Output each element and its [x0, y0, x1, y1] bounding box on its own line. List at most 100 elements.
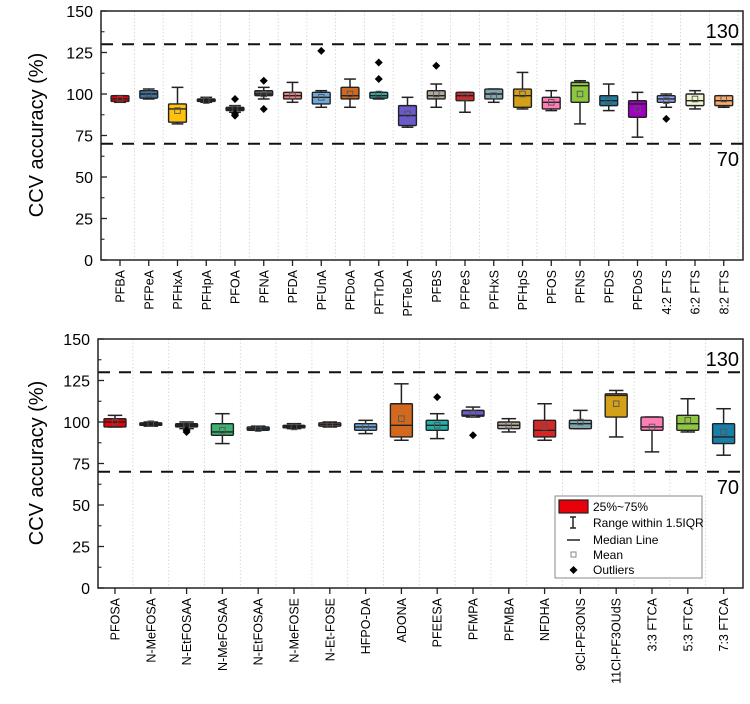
x-tick-label: 4:2 FTS: [660, 270, 674, 314]
top-y-axis-title: CCV accuracy (%): [26, 53, 48, 217]
iqr-box: [455, 91, 475, 102]
mean-marker: [260, 90, 268, 98]
box-11cl-pf3ouds: [604, 389, 628, 438]
reference-label-130: 130: [706, 21, 739, 43]
legend: 25%~75% Range within 1.5IQR Median Line …: [554, 495, 704, 579]
mean-marker: [720, 95, 728, 103]
x-tick-label: PFEESA: [431, 597, 445, 647]
box-pfds: [599, 83, 619, 112]
top-panel: 130 70 0 25 50 75 100 125 150 PFBA PFPeA PFHxA PFH…: [26, 4, 744, 317]
x-tick-label: PFHxA: [171, 269, 185, 309]
mean-marker: [505, 422, 513, 429]
outlier-point: [374, 58, 383, 67]
bottom-x-axis: PFOSA N-MeFOSA N-EtFOSAA N-MeFOSAA N-EtFOSAA…: [109, 588, 731, 684]
bottom-y-axis-title: CCV accuracy (%): [26, 381, 48, 545]
mean-marker: [375, 90, 383, 98]
reference-label-70: 70: [717, 149, 739, 171]
box-pfda: [282, 81, 303, 104]
outlier-point: [259, 76, 268, 85]
mean-marker: [691, 95, 699, 103]
iqr-box: [311, 91, 331, 105]
outlier-point: [432, 61, 441, 70]
y-tick-label: 100: [66, 87, 93, 104]
x-tick-label: HFPO-DA: [359, 597, 373, 654]
x-tick-label: PFBS: [430, 270, 444, 303]
x-tick-label: 8:2 FTS: [717, 270, 731, 314]
x-tick-label: 6:2 FTS: [689, 270, 703, 314]
top-reference-lines: 130 70: [101, 21, 743, 171]
x-tick-label: N-MeFOSA: [144, 597, 158, 662]
legend-label-mean: Mean: [593, 548, 623, 562]
y-tick-label: 150: [63, 332, 90, 349]
iqr-box: [532, 419, 557, 438]
box-pfeesa: [425, 393, 449, 440]
x-tick-label: PFDoA: [344, 269, 358, 310]
x-tick-label: N-EtFOSAA: [252, 597, 266, 665]
mean-marker: [202, 97, 210, 104]
x-tick-label: PFNS: [574, 270, 588, 303]
iqr-box: [640, 416, 664, 431]
iqr-box: [426, 89, 446, 100]
y-tick-label: 75: [72, 457, 90, 474]
y-tick-label: 50: [72, 498, 90, 515]
mean-marker: [720, 428, 727, 436]
box-pfna: [254, 76, 274, 113]
iqr-box: [103, 417, 127, 428]
outlier-point: [182, 427, 191, 436]
box-5-3-ftca: [676, 398, 700, 433]
y-tick-label: 125: [66, 46, 93, 63]
x-tick-label: 7:3 FTCA: [717, 597, 731, 651]
x-tick-label: N-MeFOSAA: [216, 597, 230, 671]
bottom-y-axis: 0 25 50 75 100 125 150: [63, 332, 104, 598]
mean-marker: [346, 90, 354, 98]
x-tick-label: PFTeDA: [401, 269, 415, 316]
mean-marker: [111, 418, 119, 426]
box-pftrda: [369, 58, 389, 100]
box-pfmpa: [461, 406, 485, 440]
mean-marker: [490, 92, 498, 99]
x-tick-label: PFUnA: [315, 269, 329, 310]
iqr-box: [627, 99, 648, 118]
x-tick-label: 9Cl-PF3ONS: [574, 598, 588, 671]
box-3-3-ftca: [640, 416, 664, 453]
legend-mean-square-icon: [570, 551, 577, 558]
legend-box-swatch-icon: [558, 499, 589, 514]
iqr-box: [604, 393, 628, 418]
outlier-point: [662, 114, 671, 123]
bottom-panel: 130 70 0 25 50 75 100 125 150 PFOSA N-MeFOSA N-Et…: [26, 332, 744, 684]
box-pfhxa: [167, 86, 188, 125]
y-tick-label: 125: [63, 374, 90, 391]
mean-marker: [219, 427, 226, 434]
mean-marker: [362, 423, 369, 431]
box-9cl-pf3ons: [568, 409, 593, 430]
mean-marker: [326, 421, 334, 428]
x-tick-label: PFMPA: [467, 597, 481, 640]
mean-marker: [116, 95, 124, 103]
mean-marker: [145, 90, 152, 98]
x-tick-label: ADONA: [395, 597, 409, 642]
mean-marker: [174, 107, 181, 114]
x-tick-label: PFOA: [229, 269, 243, 304]
x-tick-label: PFPeA: [142, 269, 156, 309]
top-x-axis: PFBA PFPeA PFHxA PFHpA PFOA PFNA PFDA PFUnA PFDo…: [114, 260, 731, 317]
box-hfpo-da: [353, 419, 378, 435]
mean-marker: [684, 417, 692, 424]
mean-marker: [404, 110, 411, 118]
outlier-point: [231, 94, 239, 103]
x-tick-label: 11Cl-PF3OUdS: [610, 598, 624, 684]
reference-label-130: 130: [706, 349, 739, 371]
box-adona: [389, 383, 414, 442]
outlier-point: [317, 46, 326, 55]
mean-marker: [634, 105, 641, 113]
box-pfdoa: [340, 78, 360, 109]
x-tick-label: N-Et-FOSE: [323, 598, 337, 661]
box-pfhps: [512, 71, 533, 110]
top-plot-frame: [100, 10, 744, 261]
box-pfos: [541, 89, 561, 112]
bottom-boxes: [103, 383, 736, 456]
mean-marker: [519, 90, 526, 98]
x-tick-label: 3:3 FTCA: [646, 597, 660, 651]
box-7-3-ftca: [711, 407, 736, 456]
iqr-box: [389, 403, 414, 438]
